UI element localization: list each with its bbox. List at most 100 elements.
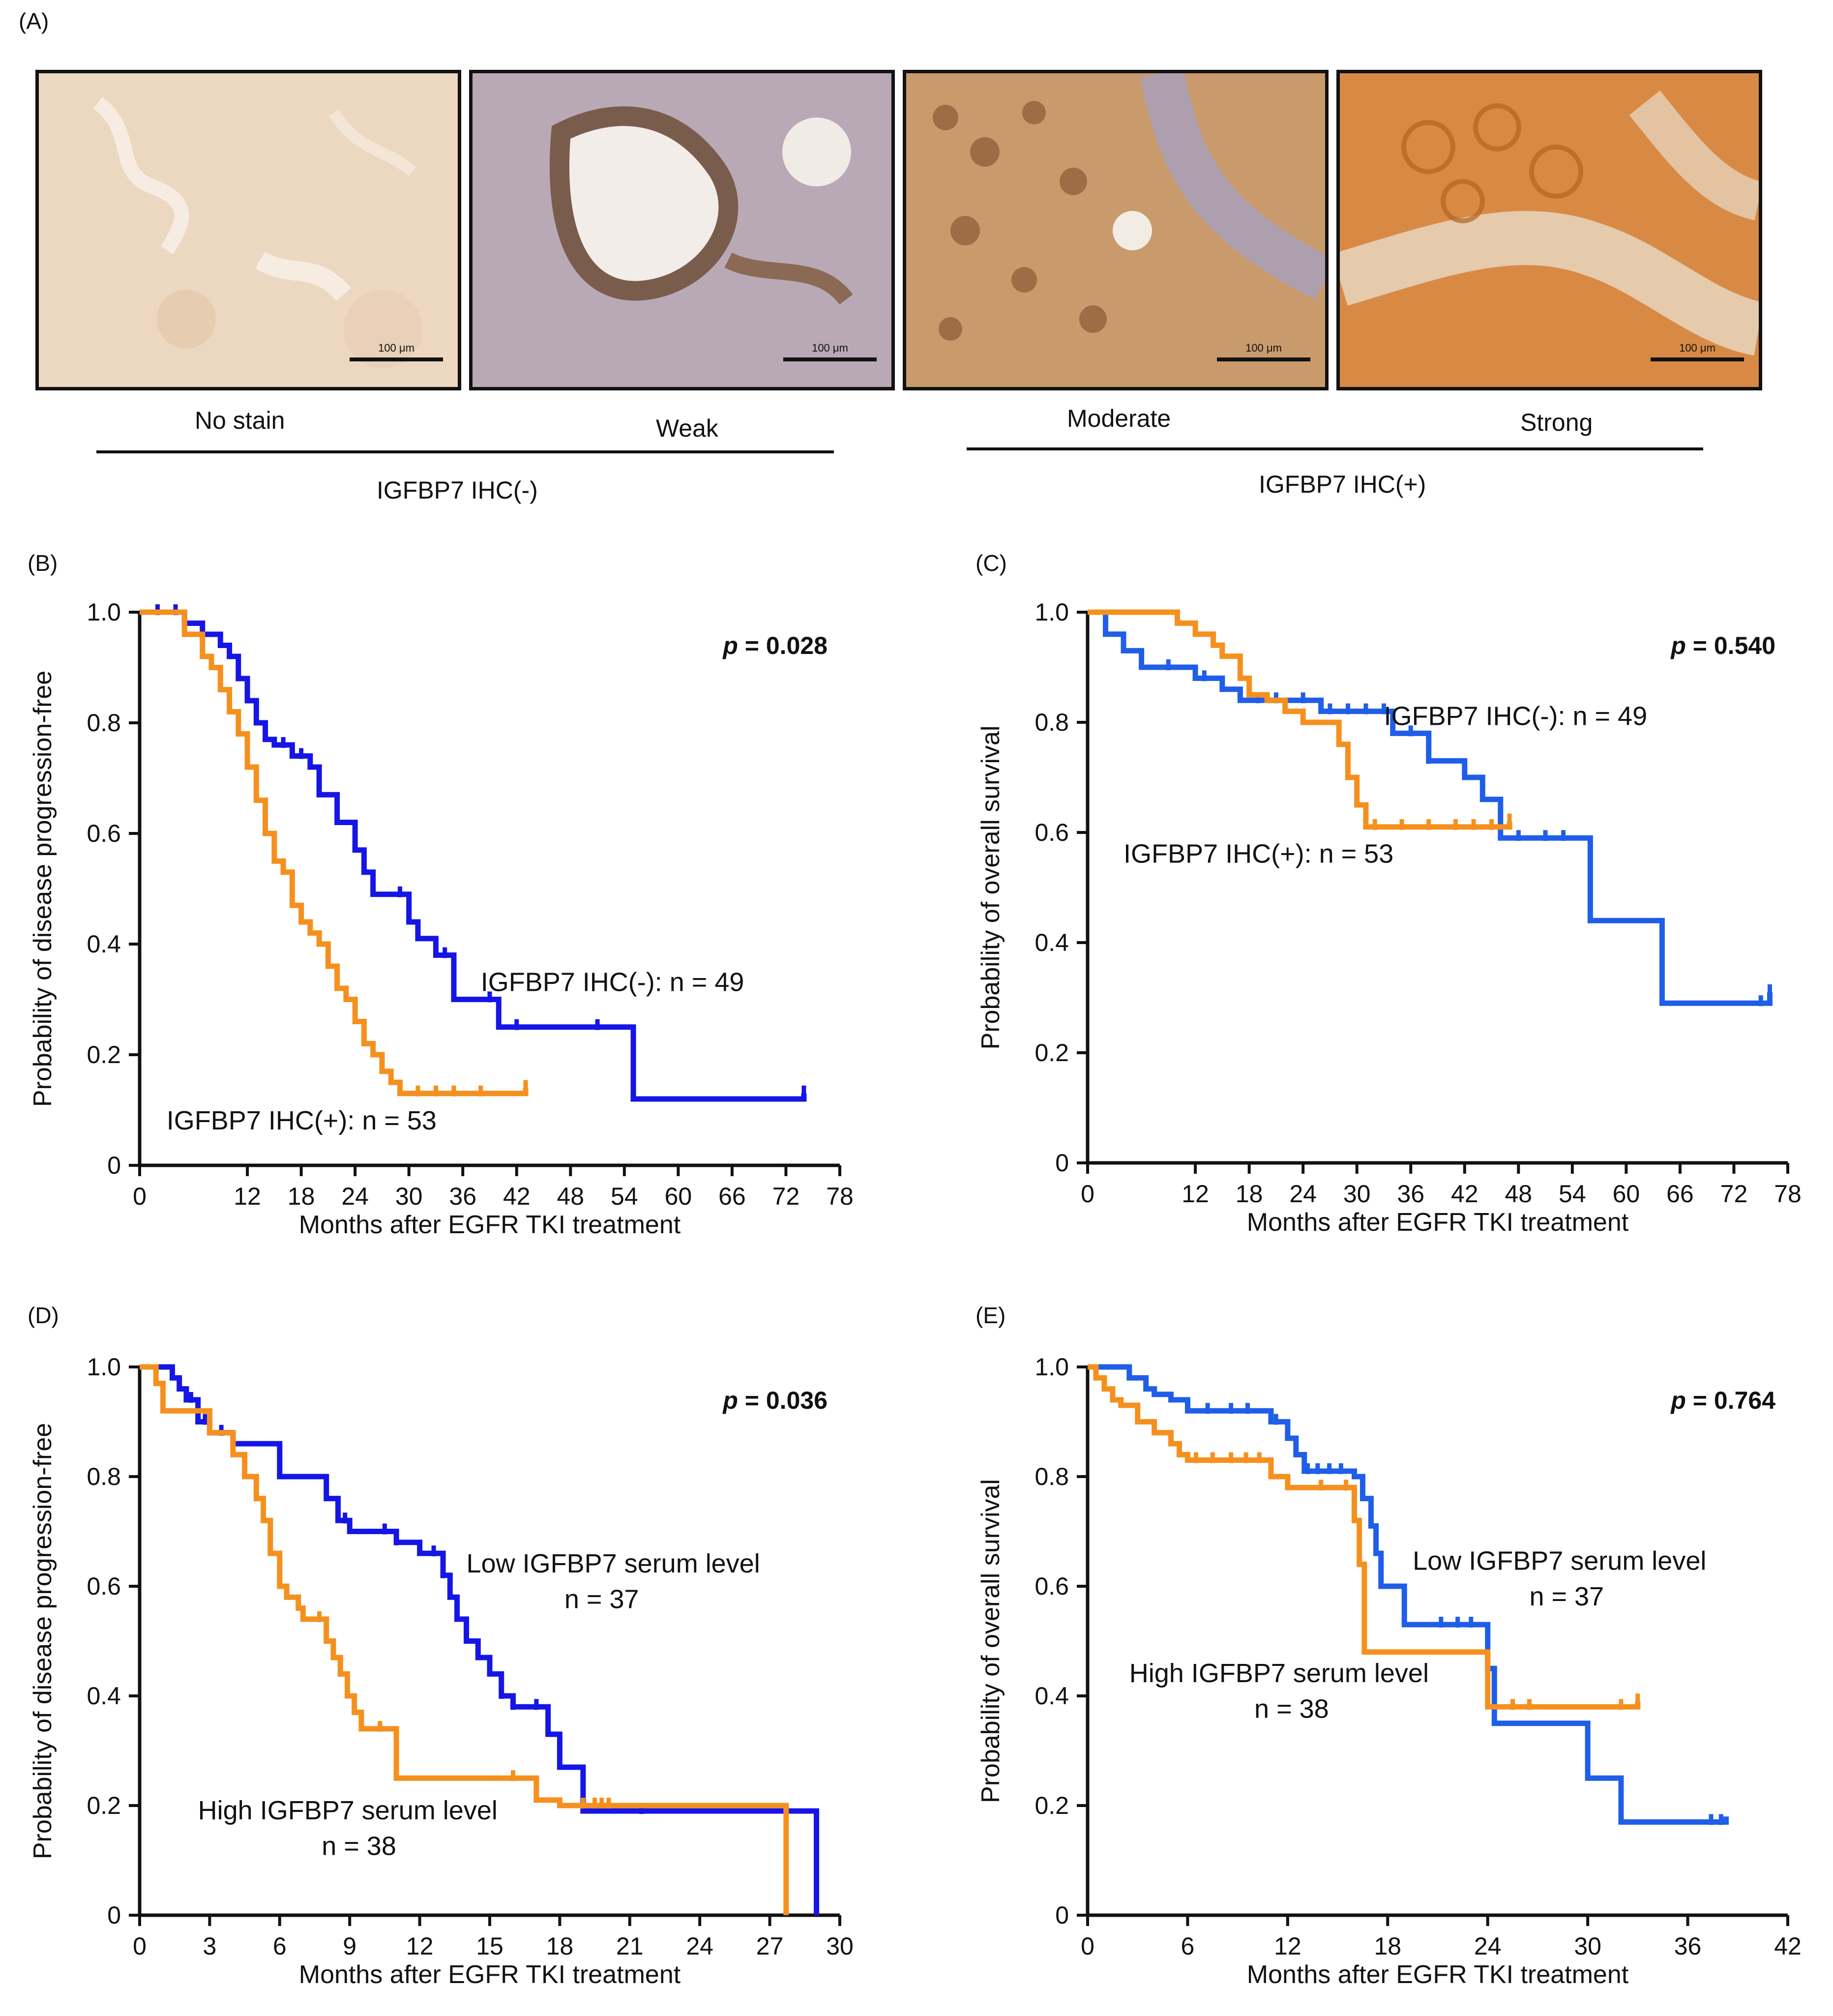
- y-tick-label: 0.4: [87, 1682, 121, 1710]
- km-curve-blue: [140, 1364, 820, 1915]
- panel-a-letter: (A): [19, 8, 49, 34]
- panel-e-letter: (E): [976, 1303, 1006, 1328]
- y-tick-label: 0.2: [87, 1041, 121, 1068]
- series-annotation: IGFBP7 IHC(+): n = 53: [167, 1106, 437, 1135]
- km-chart-c: 0 12 18 24 30 36 42 48 54 60 66 72 78 0 0.2 0.4 0.6 0.8 1.…: [976, 598, 1802, 1237]
- p-value-number: = 0.036: [738, 1387, 828, 1414]
- series-annotation: Low IGFBP7 serum level: [467, 1549, 760, 1578]
- y-tick-label: 0.6: [1035, 819, 1069, 846]
- x-tick-label: 6: [1181, 1932, 1195, 1960]
- micrograph-strong: 100 μm: [1336, 70, 1762, 390]
- series-annotation: n = 37: [564, 1585, 639, 1614]
- y-tick-label: 0.6: [87, 820, 121, 847]
- x-tick-label: 3: [203, 1932, 216, 1960]
- micrograph-no-stain: 100 μm: [35, 70, 461, 390]
- y-axis-label: Probability of disease progression-free: [29, 1423, 57, 1859]
- p-value-symbol: p: [722, 1387, 738, 1414]
- series-annotation: n = 37: [1529, 1582, 1604, 1611]
- micrograph-moderate-image: 100 μm: [906, 73, 1325, 387]
- x-tick-label: 0: [1081, 1932, 1094, 1960]
- x-tick-label: 9: [343, 1932, 356, 1960]
- x-tick-label: 72: [772, 1183, 800, 1210]
- stain-label-strong: Strong: [1520, 409, 1593, 436]
- y-tick-label: 0.2: [87, 1792, 121, 1819]
- y-tick-label: 1.0: [87, 1353, 121, 1381]
- y-tick-label: 1.0: [1035, 1353, 1069, 1381]
- x-axis-label: Months after EGFR TKI treatment: [1247, 1208, 1629, 1237]
- y-tick-label: 1.0: [1035, 598, 1069, 626]
- series-annotation: IGFBP7 IHC(-): n = 49: [481, 968, 744, 997]
- stain-label-weak: Weak: [656, 415, 718, 442]
- y-tick-label: 0.8: [1035, 1463, 1069, 1490]
- km-curve-orange: [140, 1364, 789, 1915]
- y-tick-label: 0.8: [87, 709, 121, 737]
- y-tick-label: 0.8: [87, 1463, 121, 1490]
- micrograph-strong-image: 100 μm: [1340, 73, 1759, 387]
- x-tick-label: 24: [1289, 1180, 1317, 1208]
- x-tick-label: 60: [1613, 1180, 1640, 1208]
- x-tick-label: 24: [1474, 1932, 1502, 1960]
- y-axis-label: Probability of overall survival: [976, 1479, 1005, 1803]
- x-tick-label: 18: [288, 1183, 315, 1210]
- p-value-number: = 0.028: [738, 632, 828, 659]
- x-tick-label: 0: [1081, 1180, 1094, 1208]
- km-curve-blue: [1088, 609, 1773, 1006]
- x-tick-label: 42: [1774, 1932, 1802, 1960]
- panel-d-letter: (D): [28, 1303, 59, 1328]
- y-tick-label: 0: [1055, 1901, 1069, 1929]
- y-tick-label: 0.8: [1035, 709, 1069, 736]
- km-chart-b: 0 12 18 24 30 36 42 48 54 60 66 72 78 0 0.2 0.4 0.6 0.8 1.…: [29, 598, 854, 1239]
- x-axis-label: Months after EGFR TKI treatment: [1247, 1960, 1629, 1989]
- x-tick-label: 66: [1666, 1180, 1694, 1208]
- p-value: p = 0.540: [1670, 632, 1775, 659]
- km-curve-orange: [1088, 1364, 1641, 1710]
- series-annotation: n = 38: [1254, 1694, 1329, 1724]
- x-tick-label: 42: [1451, 1180, 1478, 1208]
- x-tick-label: 18: [546, 1932, 574, 1960]
- x-tick-label: 36: [449, 1183, 476, 1210]
- x-tick-label: 18: [1236, 1180, 1263, 1208]
- y-tick-label: 0.4: [87, 930, 121, 958]
- y-tick-label: 0: [107, 1152, 121, 1179]
- x-tick-label: 0: [133, 1932, 147, 1960]
- group-line-ihc-pos: [967, 447, 1703, 450]
- scale-bar-label: 100 μm: [812, 342, 848, 354]
- stain-label-no-stain: No stain: [195, 407, 285, 434]
- x-tick-label: 36: [1674, 1932, 1702, 1960]
- x-tick-label: 42: [503, 1183, 531, 1210]
- p-value-symbol: p: [722, 632, 738, 659]
- y-tick-label: 0.4: [1035, 929, 1069, 956]
- series-annotation: IGFBP7 IHC(-): n = 49: [1384, 702, 1647, 731]
- series-annotation: IGFBP7 IHC(+): n = 53: [1123, 839, 1393, 869]
- km-curve-orange: [140, 609, 529, 1097]
- km-curve-blue: [140, 609, 807, 1102]
- panel-c-letter: (C): [976, 550, 1007, 576]
- micrograph-no-stain-image: 100 μm: [39, 73, 458, 387]
- stain-label-moderate: Moderate: [1067, 405, 1171, 432]
- x-tick-label: 30: [826, 1932, 854, 1960]
- y-tick-label: 0.4: [1035, 1682, 1069, 1710]
- y-axis-label: Probability of overall survival: [976, 726, 1005, 1050]
- x-tick-label: 78: [826, 1183, 854, 1210]
- x-axis-label: Months after EGFR TKI treatment: [299, 1211, 681, 1239]
- y-tick-label: 0: [1055, 1149, 1069, 1177]
- panel-b-letter: (B): [28, 550, 58, 576]
- group-line-ihc-neg: [96, 450, 834, 453]
- x-tick-label: 21: [616, 1932, 644, 1960]
- p-value-symbol: p: [1670, 1387, 1686, 1414]
- p-value-number: = 0.540: [1686, 632, 1775, 659]
- p-value-number: = 0.764: [1686, 1387, 1775, 1414]
- y-tick-label: 1.0: [87, 598, 121, 626]
- p-value: p = 0.036: [722, 1387, 828, 1414]
- series-annotation: Low IGFBP7 serum level: [1413, 1546, 1706, 1576]
- x-tick-label: 12: [406, 1932, 434, 1960]
- x-tick-label: 24: [686, 1932, 713, 1960]
- x-tick-label: 48: [1505, 1180, 1532, 1208]
- series-annotation: High IGFBP7 serum level: [198, 1796, 498, 1825]
- x-tick-label: 30: [1574, 1932, 1601, 1960]
- x-tick-label: 48: [557, 1183, 584, 1210]
- y-axis-label: Probability of disease progression-free: [29, 671, 57, 1107]
- x-tick-label: 54: [1559, 1180, 1586, 1208]
- x-tick-label: 0: [133, 1183, 147, 1210]
